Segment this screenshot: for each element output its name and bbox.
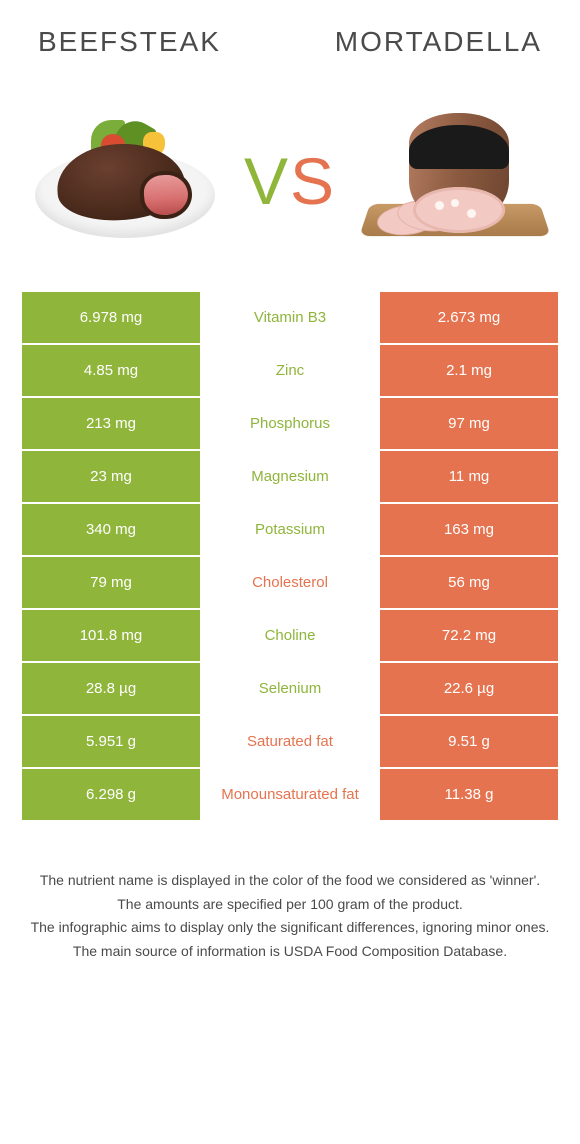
- nutrient-name: Magnesium: [200, 451, 380, 502]
- left-value: 23 mg: [22, 451, 200, 502]
- right-value: 2.673 mg: [380, 292, 558, 343]
- table-row: 23 mgMagnesium11 mg: [22, 451, 558, 504]
- left-food-title: Beefsteak: [38, 26, 221, 58]
- right-food-image: [360, 106, 550, 256]
- left-value: 4.85 mg: [22, 345, 200, 396]
- table-row: 79 mgCholesterol56 mg: [22, 557, 558, 610]
- beefsteak-illustration: [35, 116, 215, 246]
- left-value: 28.8 µg: [22, 663, 200, 714]
- footer-line: The amounts are specified per 100 gram o…: [28, 894, 552, 916]
- vs-s: S: [290, 144, 336, 218]
- nutrient-name: Cholesterol: [200, 557, 380, 608]
- left-value: 340 mg: [22, 504, 200, 555]
- table-row: 28.8 µgSelenium22.6 µg: [22, 663, 558, 716]
- table-row: 5.951 gSaturated fat9.51 g: [22, 716, 558, 769]
- nutrient-name: Saturated fat: [200, 716, 380, 767]
- nutrient-name: Selenium: [200, 663, 380, 714]
- right-value: 72.2 mg: [380, 610, 558, 661]
- left-value: 6.978 mg: [22, 292, 200, 343]
- left-value: 213 mg: [22, 398, 200, 449]
- left-value: 6.298 g: [22, 769, 200, 820]
- right-value: 163 mg: [380, 504, 558, 555]
- nutrient-name: Choline: [200, 610, 380, 661]
- right-value: 9.51 g: [380, 716, 558, 767]
- left-value: 5.951 g: [22, 716, 200, 767]
- footer-line: The main source of information is USDA F…: [28, 941, 552, 963]
- table-row: 101.8 mgCholine72.2 mg: [22, 610, 558, 663]
- footer-notes: The nutrient name is displayed in the co…: [0, 822, 580, 963]
- right-value: 56 mg: [380, 557, 558, 608]
- nutrient-name: Potassium: [200, 504, 380, 555]
- table-row: 6.978 mgVitamin B32.673 mg: [22, 292, 558, 345]
- right-value: 2.1 mg: [380, 345, 558, 396]
- right-value: 97 mg: [380, 398, 558, 449]
- hero-row: VS: [0, 58, 580, 284]
- right-value: 22.6 µg: [380, 663, 558, 714]
- header: Beefsteak Mortadella: [0, 0, 580, 58]
- nutrient-table: 6.978 mgVitamin B32.673 mg4.85 mgZinc2.1…: [22, 292, 558, 822]
- right-value: 11.38 g: [380, 769, 558, 820]
- table-row: 340 mgPotassium163 mg: [22, 504, 558, 557]
- nutrient-name: Monounsaturated fat: [200, 769, 380, 820]
- footer-line: The infographic aims to display only the…: [28, 917, 552, 939]
- right-food-title: Mortadella: [335, 26, 542, 58]
- nutrient-name: Phosphorus: [200, 398, 380, 449]
- footer-line: The nutrient name is displayed in the co…: [28, 870, 552, 892]
- table-row: 4.85 mgZinc2.1 mg: [22, 345, 558, 398]
- right-value: 11 mg: [380, 451, 558, 502]
- nutrient-name: Vitamin B3: [200, 292, 380, 343]
- left-value: 79 mg: [22, 557, 200, 608]
- table-row: 213 mgPhosphorus97 mg: [22, 398, 558, 451]
- table-row: 6.298 gMonounsaturated fat11.38 g: [22, 769, 558, 822]
- vs-label: VS: [244, 148, 336, 214]
- left-value: 101.8 mg: [22, 610, 200, 661]
- vs-v: V: [244, 144, 290, 218]
- left-food-image: [30, 106, 220, 256]
- mortadella-illustration: [365, 111, 545, 251]
- nutrient-name: Zinc: [200, 345, 380, 396]
